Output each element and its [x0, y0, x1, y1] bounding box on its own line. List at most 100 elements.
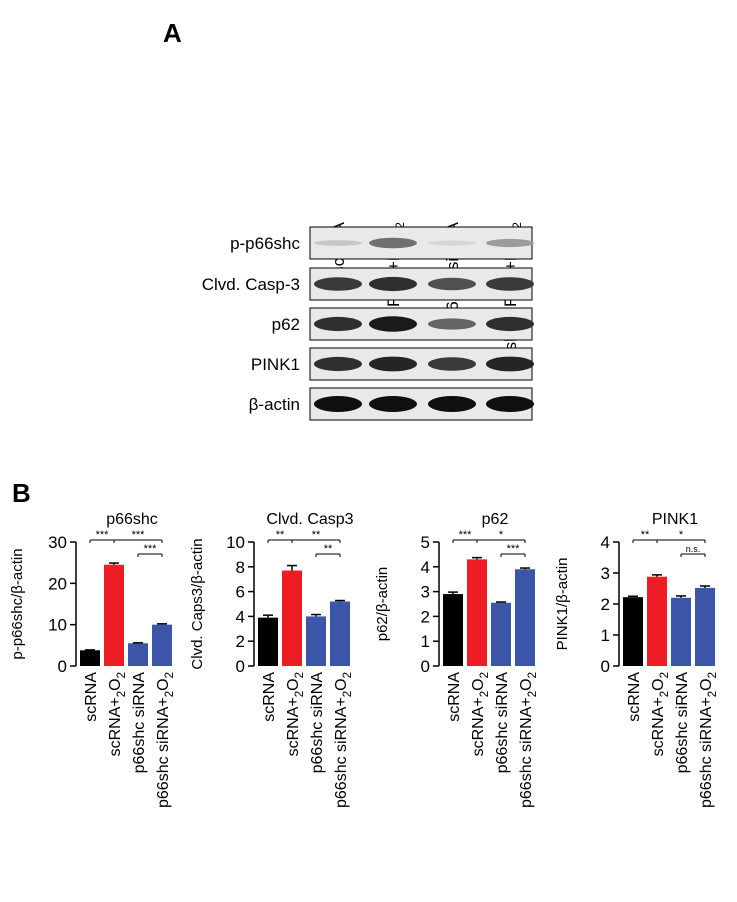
significance-label: **: [641, 529, 650, 541]
blot-band: [369, 356, 417, 372]
y-tick-label: 10: [226, 533, 245, 552]
blot-band: [314, 240, 362, 246]
category-label: scRNA: [261, 672, 278, 722]
category-label: p66shc siRNA+2O2: [333, 672, 354, 808]
blot-band: [428, 357, 476, 371]
bar: [80, 650, 100, 666]
y-tick-label: 0: [58, 657, 67, 676]
chart-p62: p62 p62/β-actin 0 1 2 3 4 5 scRNA scRNA+2O2 p66shc…: [374, 511, 539, 808]
chart-title: p66shc: [106, 511, 158, 528]
significance-label: *: [679, 529, 684, 541]
chart-title: PINK1: [652, 511, 698, 528]
blot-band: [369, 276, 417, 292]
category-label: p66shc siRNA: [131, 672, 148, 774]
blot-row-label: β-actin: [249, 395, 300, 414]
y-axis-label: Clvd. Caps3/β-actin: [189, 538, 206, 669]
y-axis-label: PINK1/β-actin: [554, 558, 571, 651]
blot-band: [314, 396, 362, 412]
bar: [647, 576, 667, 666]
y-tick-label: 0: [601, 657, 610, 676]
category-label: p66shc siRNA: [494, 672, 511, 774]
bar: [443, 594, 463, 666]
blot-band: [486, 396, 534, 412]
y-tick-label: 0: [421, 657, 430, 676]
blot-band: [314, 277, 362, 291]
blot-band: [369, 237, 417, 249]
y-tick-label: 1: [421, 632, 430, 651]
y-tick-label: 3: [421, 583, 430, 602]
bar: [671, 597, 691, 666]
significance-label: ***: [144, 543, 158, 555]
category-label: scRNA: [83, 672, 100, 722]
y-axis-label: p-p66shc/β-actin: [9, 548, 26, 659]
bar: [306, 616, 326, 666]
category-label: p66shc siRNA: [674, 672, 691, 774]
chart-title: Clvd. Casp3: [266, 511, 353, 528]
significance-label: n.s.: [686, 544, 701, 554]
y-tick-label: 6: [236, 583, 245, 602]
y-tick-label: 8: [236, 558, 245, 577]
y-tick-label: 30: [48, 533, 67, 552]
y-tick-label: 5: [421, 533, 430, 552]
blot-row-label: Clvd. Casp-3: [202, 275, 300, 294]
y-tick-label: 0: [236, 657, 245, 676]
y-tick-label: 4: [601, 533, 610, 552]
blot-band: [486, 316, 534, 332]
significance-label: *: [499, 529, 504, 541]
blot-band: [486, 356, 534, 372]
bar: [695, 587, 715, 666]
category-label: scRNA+2O2: [285, 672, 306, 756]
bar: [491, 602, 511, 666]
panel-label-a: A: [163, 18, 182, 48]
blot-band: [369, 316, 417, 332]
significance-label: **: [312, 529, 321, 541]
category-label: p66shc siRNA: [309, 672, 326, 774]
y-tick-label: 1: [601, 626, 610, 645]
chart-p66shc: p66shc p-p66shc/β-actin 0 10 20 30 scRNA scRNA+…: [9, 511, 176, 808]
bar: [152, 624, 172, 666]
category-label: scRNA+2O2: [107, 672, 128, 756]
significance-label: ***: [96, 529, 110, 541]
significance-label: ***: [507, 543, 521, 555]
y-tick-label: 4: [236, 607, 245, 626]
y-tick-label: 20: [48, 574, 67, 593]
blot-band: [314, 316, 362, 332]
bar: [467, 559, 487, 666]
category-label: p66shc siRNA+2O2: [698, 672, 719, 808]
chart-title: p62: [482, 511, 509, 528]
panel-label-b: B: [12, 478, 31, 508]
bar: [515, 569, 535, 666]
significance-label: ***: [459, 529, 473, 541]
category-label: p66shc siRNA+2O2: [155, 672, 176, 808]
blot-band: [428, 277, 476, 291]
y-tick-label: 2: [236, 632, 245, 651]
category-label: scRNA: [446, 672, 463, 722]
bar: [104, 564, 124, 666]
bar: [623, 597, 643, 666]
y-tick-label: 3: [601, 564, 610, 583]
y-axis-label: p62/β-actin: [374, 567, 391, 642]
y-tick-label: 2: [601, 595, 610, 614]
chart-clvd-casp3: Clvd. Casp3 Clvd. Caps3/β-actin 0 2 4 6 8 10 scR…: [189, 511, 354, 808]
blot-row-label: p62: [272, 315, 300, 334]
bar: [258, 617, 278, 666]
blot-row-label: p-p66shc: [230, 234, 300, 253]
y-tick-label: 2: [421, 607, 430, 626]
bar: [330, 601, 350, 666]
y-tick-label: 4: [421, 558, 430, 577]
blot-row-label: PINK1: [251, 355, 300, 374]
significance-label: **: [276, 529, 285, 541]
bar: [128, 643, 148, 666]
blot-band: [428, 396, 476, 412]
blot-band: [486, 277, 534, 291]
y-tick-label: 10: [48, 616, 67, 635]
blot-band: [314, 356, 362, 372]
category-label: scRNA+2O2: [470, 672, 491, 756]
category-label: scRNA: [626, 672, 643, 722]
blot-band: [369, 396, 417, 412]
significance-label: **: [324, 543, 333, 555]
blot-band: [486, 238, 534, 248]
category-label: scRNA+2O2: [650, 672, 671, 756]
